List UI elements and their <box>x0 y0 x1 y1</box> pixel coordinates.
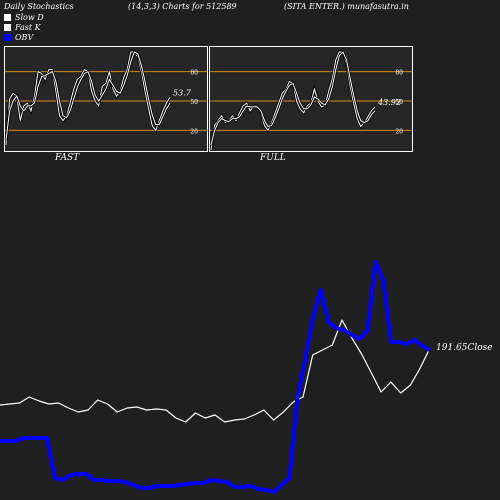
full-ytick-80: 80 <box>395 70 403 77</box>
full-stochastic-panel: 80 50 20 43.92 <box>209 46 413 152</box>
slow-d-swatch <box>4 14 11 21</box>
chart-params: (14,3,3) Charts for 512589 <box>128 2 237 11</box>
legend-item-obv: OBV <box>4 33 33 42</box>
fast-k-swatch <box>4 24 11 31</box>
full-last-value-label: 43.92 <box>377 98 401 107</box>
close-value-label: 191.65Close <box>436 343 493 353</box>
fast-ytick-20: 20 <box>190 128 198 135</box>
legend-item-slow-d: Slow D <box>4 13 44 22</box>
close-price-line <box>0 319 431 423</box>
fast-series-slow-d <box>5 51 171 141</box>
full-series-slow-d <box>210 51 376 146</box>
full-ytick-20: 20 <box>395 128 403 135</box>
fast-stochastic-panel: 80 50 20 53.7 <box>4 46 208 152</box>
fast-panel-label: FAST <box>55 153 80 163</box>
legend-item-fast-k: Fast K <box>4 23 41 32</box>
fast-ytick-80: 80 <box>190 70 198 77</box>
fast-frame <box>4 46 208 152</box>
fast-ytick-50: 50 <box>190 99 198 106</box>
ticker-label: (SITA ENTER.) munafasutra.in <box>284 2 409 11</box>
obv-line <box>0 260 431 494</box>
full-panel-label: FULL <box>260 153 286 163</box>
fast-last-value-label: 53.7 <box>173 88 192 97</box>
full-ytick-50: 50 <box>395 99 403 106</box>
obv-swatch <box>4 34 11 41</box>
chart-title: Daily Stochastics <box>4 2 74 11</box>
